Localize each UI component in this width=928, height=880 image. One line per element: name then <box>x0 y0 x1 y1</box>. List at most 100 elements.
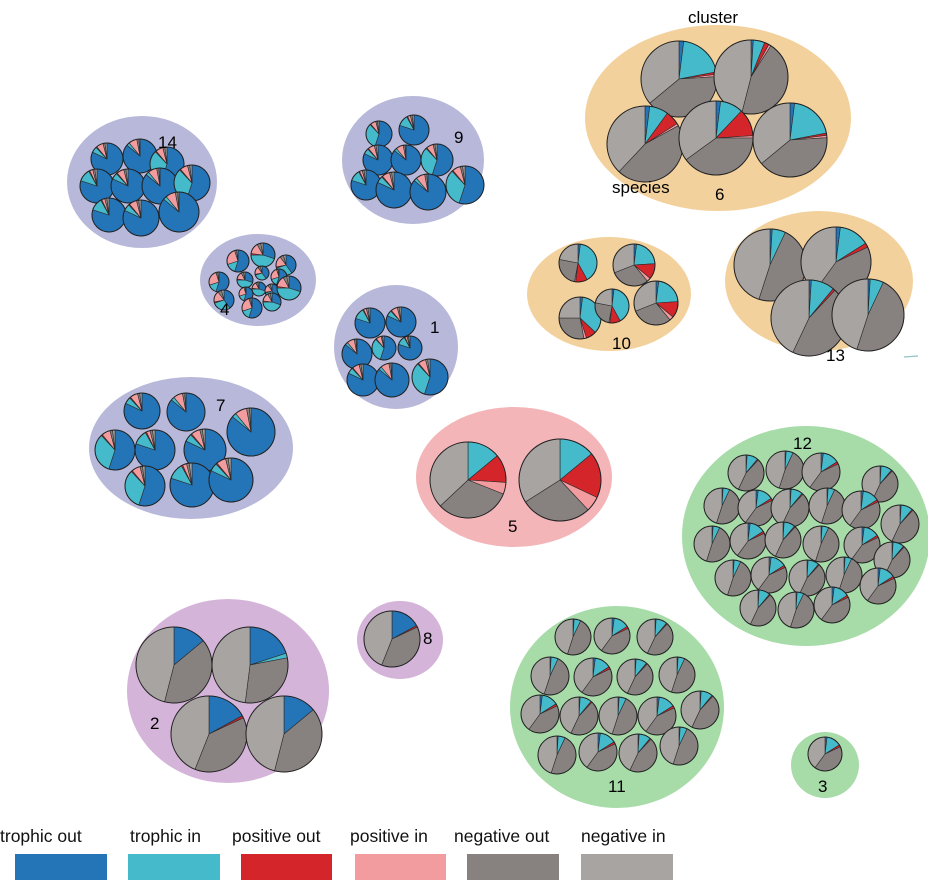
species-pie <box>429 441 507 519</box>
pie-outline <box>618 733 658 773</box>
species-pie <box>94 429 136 471</box>
legend-swatch-trophic-out <box>15 854 107 880</box>
species-pie <box>409 173 447 211</box>
cluster-10-label: 10 <box>612 334 631 353</box>
pie-outline <box>397 335 423 361</box>
pie-outline <box>594 288 630 324</box>
stray-mark <box>903 355 919 358</box>
species-pie <box>362 144 394 176</box>
pie-outline <box>659 726 699 766</box>
species-pie <box>880 504 920 544</box>
species-pie <box>122 138 158 174</box>
legend-item-negative-out: negative out <box>454 826 549 846</box>
species-pie <box>658 656 696 694</box>
species-pie <box>841 490 881 530</box>
cluster-13-label: 13 <box>826 346 845 365</box>
species-pie <box>808 487 846 525</box>
pie-outline <box>123 392 161 430</box>
species-pie <box>777 591 815 629</box>
pie-outline <box>371 335 397 361</box>
pie-outline <box>385 306 417 338</box>
species-pie <box>158 191 200 233</box>
pie-outline <box>254 265 270 281</box>
species-pie <box>226 407 276 457</box>
pie-outline <box>520 694 560 734</box>
species-pie <box>739 589 777 627</box>
species-pie <box>636 618 674 656</box>
species-pie <box>558 243 598 283</box>
species-pie <box>183 428 227 472</box>
pie-outline <box>861 465 899 503</box>
pie-outline <box>262 292 282 312</box>
pie-outline <box>158 191 200 233</box>
legend-item-positive-in: positive in <box>350 826 428 846</box>
pie-outline <box>680 690 720 730</box>
species-pie <box>678 100 754 176</box>
species-pie <box>518 438 602 522</box>
pie-outline <box>226 407 276 457</box>
pie-outline <box>578 732 618 772</box>
species-pie <box>411 358 449 396</box>
species-pie <box>170 695 248 773</box>
species-pie <box>420 143 454 177</box>
legend-item-negative-in: negative in <box>581 826 666 846</box>
species-pie <box>110 168 146 204</box>
pie-outline <box>598 696 638 736</box>
species-pie <box>276 275 302 301</box>
species-pie <box>764 521 802 559</box>
species-pie <box>637 696 677 736</box>
species-pie <box>618 733 658 773</box>
species-pie <box>713 39 789 115</box>
pie-outline <box>354 307 386 339</box>
species-pie <box>346 363 380 397</box>
cluster-11-label: 11 <box>608 777 626 796</box>
species-pie <box>398 114 430 146</box>
species-pie <box>801 452 841 492</box>
pie-outline <box>241 297 263 319</box>
legend-label: positive in <box>350 826 428 846</box>
legend-swatch-positive-in <box>355 854 446 880</box>
species-pie <box>693 525 731 563</box>
species-pie <box>390 144 422 176</box>
pie-outline <box>813 586 851 624</box>
species-pie <box>245 695 323 773</box>
cluster-4-label: 4 <box>220 300 229 319</box>
species-pie <box>813 586 851 624</box>
species-pie <box>354 307 386 339</box>
species-pie <box>374 362 410 398</box>
species-pie <box>385 306 417 338</box>
species-pie <box>79 168 115 204</box>
pie-outline <box>211 626 289 704</box>
pie-outline <box>727 454 765 492</box>
cluster-7-label: 7 <box>216 396 225 415</box>
species-pie <box>752 102 828 178</box>
pie-outline <box>166 392 206 432</box>
pie-outline <box>445 165 485 205</box>
pie-outline <box>518 438 602 522</box>
species-pie <box>765 450 805 490</box>
species-pie <box>606 105 684 183</box>
species-pie <box>554 618 592 656</box>
species-pie <box>250 242 276 268</box>
pie-outline <box>363 610 421 668</box>
species-pie <box>238 286 254 302</box>
cluster-5-label: 5 <box>508 517 517 536</box>
pie-outline <box>807 736 843 772</box>
legend-label: positive out <box>232 826 321 846</box>
species-pie <box>770 488 810 528</box>
pie-outline <box>739 589 777 627</box>
species-pie <box>254 265 270 281</box>
species-pie <box>169 462 215 508</box>
species-pie <box>633 280 679 326</box>
pie-outline <box>636 618 674 656</box>
species-pie <box>241 297 263 319</box>
species-pie <box>397 335 423 361</box>
legend-swatch-negative-out <box>467 854 559 880</box>
species-pie <box>371 335 397 361</box>
pie-outline <box>637 696 677 736</box>
legend-label: trophic out <box>0 826 82 846</box>
pie-outline <box>558 243 598 283</box>
legend-item-positive-out: positive out <box>232 826 321 846</box>
species-pie <box>802 525 840 563</box>
